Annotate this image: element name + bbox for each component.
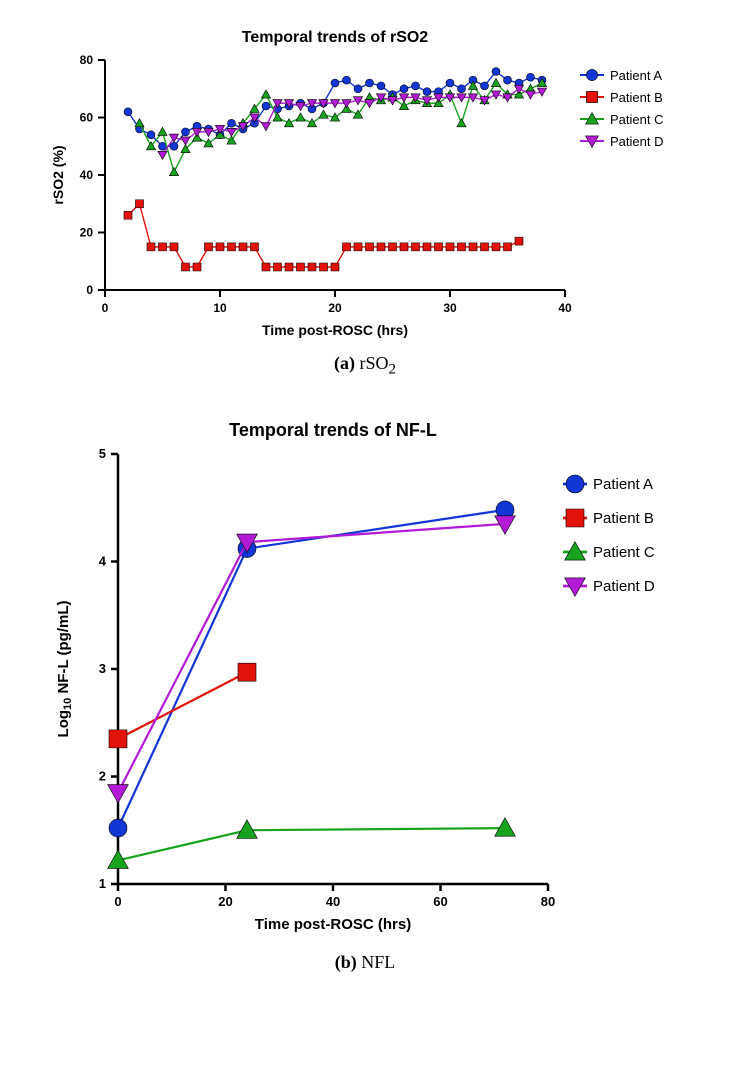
svg-text:Log10 NF-L (pg/mL): Log10 NF-L (pg/mL) (55, 600, 74, 737)
svg-text:4: 4 (98, 553, 106, 568)
chart-b-svg: Temporal trends of NF-L 0 20 40 60 80 1 2 3 4 5 Tim… (33, 409, 698, 944)
svg-text:0: 0 (114, 894, 121, 909)
svg-text:Temporal trends of NF-L: Temporal trends of NF-L (229, 420, 437, 440)
svg-text:0: 0 (102, 301, 109, 315)
svg-text:20: 20 (80, 226, 94, 240)
svg-text:Patient C: Patient C (593, 544, 655, 561)
svg-text:1: 1 (98, 876, 105, 891)
svg-text:40: 40 (558, 301, 572, 315)
chart-b-wrap: Temporal trends of NF-L 0 20 40 60 80 1 2 3 4 5 Tim… (10, 409, 720, 944)
svg-text:Patient A: Patient A (610, 68, 662, 83)
caption-a-text: rSO (355, 353, 389, 373)
caption-b: (b) NFL (10, 952, 720, 973)
svg-text:Time post-ROSC (hrs): Time post-ROSC (hrs) (254, 916, 410, 933)
svg-text:0: 0 (86, 283, 93, 297)
caption-a: (a) rSO2 (10, 353, 720, 379)
chart-a-svg: Temporal trends of rSO2 0 10 20 30 40 0 20 40 60 8… (35, 20, 695, 345)
svg-text:Patient C: Patient C (610, 112, 663, 127)
svg-text:Patient D: Patient D (610, 134, 663, 149)
svg-text:Patient B: Patient B (610, 90, 663, 105)
svg-text:Patient B: Patient B (593, 510, 654, 527)
caption-b-letter: (b) (335, 952, 357, 972)
caption-b-text: NFL (357, 952, 396, 972)
svg-text:40: 40 (80, 168, 94, 182)
svg-text:Time post-ROSC (hrs): Time post-ROSC (hrs) (262, 322, 408, 338)
svg-text:3: 3 (98, 661, 105, 676)
svg-text:5: 5 (98, 446, 105, 461)
svg-text:Patient A: Patient A (593, 476, 653, 493)
svg-text:80: 80 (80, 53, 94, 67)
svg-text:80: 80 (540, 894, 554, 909)
svg-text:30: 30 (443, 301, 457, 315)
svg-text:40: 40 (325, 894, 339, 909)
caption-a-sub: 2 (389, 362, 397, 378)
svg-text:60: 60 (433, 894, 447, 909)
figure-a: Temporal trends of rSO2 0 10 20 30 40 0 20 40 60 8… (10, 20, 720, 379)
figure-b: Temporal trends of NF-L 0 20 40 60 80 1 2 3 4 5 Tim… (10, 409, 720, 973)
svg-text:20: 20 (328, 301, 342, 315)
svg-text:60: 60 (80, 111, 94, 125)
caption-a-letter: (a) (334, 353, 355, 373)
svg-text:20: 20 (218, 894, 232, 909)
svg-text:10: 10 (213, 301, 227, 315)
svg-text:rSO2 (%): rSO2 (%) (50, 145, 66, 204)
svg-text:Patient D: Patient D (593, 578, 655, 595)
chart-a-wrap: Temporal trends of rSO2 0 10 20 30 40 0 20 40 60 8… (10, 20, 720, 345)
svg-text:2: 2 (98, 768, 105, 783)
svg-text:Temporal trends of rSO2: Temporal trends of rSO2 (242, 29, 429, 46)
